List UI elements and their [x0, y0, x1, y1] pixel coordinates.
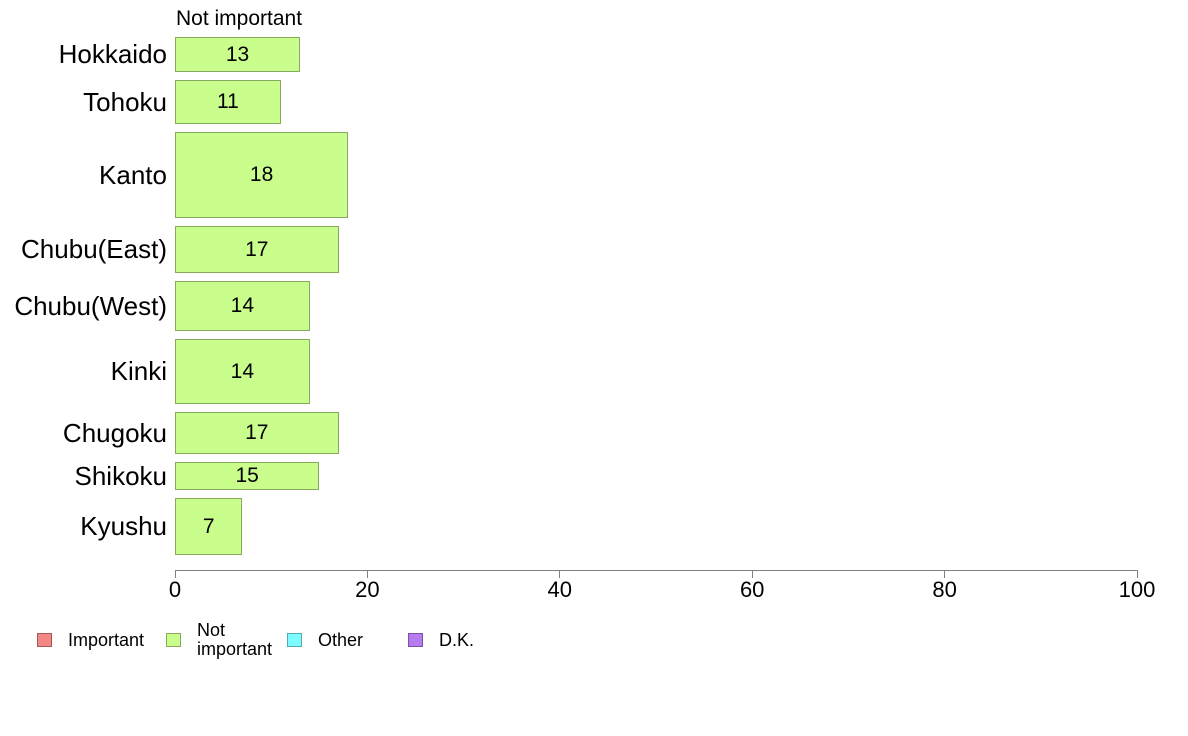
bar-kinki: 14: [175, 339, 310, 404]
bar-value-label: 7: [202, 514, 215, 538]
category-label-chubu-east: Chubu(East): [21, 234, 167, 264]
bar-value-label: 17: [245, 421, 269, 444]
x-axis-tick: [751, 570, 753, 578]
legend-item-d-k: D.K.: [408, 619, 474, 661]
legend-label: Important: [68, 629, 145, 650]
legend-swatch-d-k: [408, 633, 423, 647]
x-axis-tick-label: 0: [168, 577, 182, 602]
chart-title: Not important: [176, 7, 303, 30]
legend-swatch-other: [287, 633, 302, 647]
x-axis-tick-label: 40: [547, 577, 573, 602]
legend-item-other: Other: [287, 619, 363, 661]
category-label-tohoku: Tohoku: [83, 87, 167, 117]
x-axis-tick: [174, 570, 176, 578]
legend-item-not-important: Not important: [166, 619, 273, 661]
x-axis-tick-label: 20: [355, 577, 380, 602]
category-label-kinki: Kinki: [110, 356, 167, 386]
bar-value-label: 15: [235, 464, 259, 487]
x-axis-tick: [559, 570, 561, 578]
x-axis-tick-label: 100: [1118, 577, 1156, 602]
bar-hokkaido: 13: [175, 37, 301, 72]
legend-swatch-not-important: [166, 633, 181, 647]
category-label-kyushu: Kyushu: [80, 511, 167, 541]
x-axis-tick-label: 60: [739, 577, 765, 602]
bar-shikoku: 15: [175, 462, 320, 490]
bar-tohoku: 11: [175, 80, 281, 124]
bar-value-label: 14: [230, 294, 255, 317]
legend-label: Other: [318, 629, 364, 650]
category-label-chubu-west: Chubu(West): [14, 291, 167, 321]
bar-value-label: 11: [217, 90, 239, 113]
legend-label: D.K.: [439, 629, 475, 650]
x-axis-tick: [944, 570, 946, 578]
bar-value-label: 13: [225, 42, 250, 66]
bar-chubu-east: 17: [175, 226, 339, 273]
bar-chugoku: 17: [175, 412, 339, 454]
legend-label: Not important: [197, 620, 273, 659]
x-axis-tick: [1136, 570, 1138, 578]
bar-value-label: 18: [249, 163, 274, 186]
legend-item-important: Important: [37, 619, 144, 661]
category-label-kanto: Kanto: [99, 160, 167, 190]
x-axis-tick-label: 80: [932, 577, 957, 602]
bar-value-label: 17: [245, 237, 269, 261]
bar-value-label: 14: [230, 359, 255, 383]
category-label-shikoku: Shikoku: [74, 461, 168, 491]
bar-kyushu: 7: [175, 498, 243, 555]
bar-chubu-west: 14: [175, 281, 310, 331]
legend-swatch-important: [37, 633, 52, 647]
x-axis-line: [175, 570, 1138, 571]
x-axis-tick: [366, 570, 368, 578]
bar-kanto: 18: [175, 132, 349, 218]
category-label-chugoku: Chugoku: [62, 418, 167, 448]
category-label-hokkaido: Hokkaido: [58, 39, 167, 69]
